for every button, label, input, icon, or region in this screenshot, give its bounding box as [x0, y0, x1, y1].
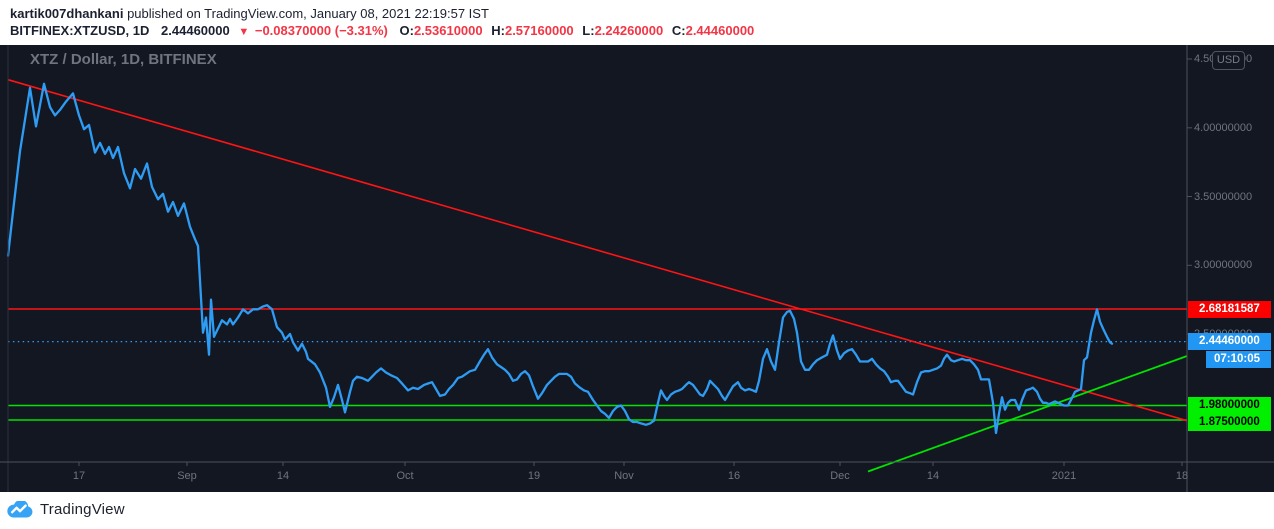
low-value: 2.24260000 — [594, 23, 664, 38]
footer: TradingView — [0, 492, 1274, 529]
y-axis-label: 4.00000000 — [1194, 121, 1253, 134]
x-axis-label: 14 — [926, 470, 940, 482]
author-link[interactable]: kartik007dhankani — [10, 6, 124, 21]
x-axis-label: 19 — [527, 470, 541, 482]
low-label: L: — [582, 23, 595, 38]
bar-countdown-badge: 07:10:05 — [1206, 351, 1271, 369]
symbol-name: BITFINEX:XTZUSD, 1D — [10, 23, 150, 38]
chart-watermark: XTZ / Dollar, 1D, BITFINEX — [30, 51, 217, 68]
tradingview-cloud-icon — [7, 501, 33, 518]
byline-text: published on TradingView.com, January 08… — [123, 6, 489, 21]
chart-canvas[interactable] — [0, 45, 1274, 492]
x-axis-label: 16 — [727, 470, 741, 482]
snapshot-header: kartik007dhankani published on TradingVi… — [0, 0, 1274, 45]
x-axis-label: 14 — [276, 470, 290, 482]
x-axis-label: 2021 — [1051, 470, 1077, 482]
alert-level-badge: 1.87500000 — [1188, 414, 1271, 431]
x-axis-label: Sep — [177, 470, 197, 482]
byline: kartik007dhankani published on TradingVi… — [10, 6, 489, 21]
alert-level-badge: 1.98000000 — [1188, 397, 1271, 414]
tradingview-brand-link[interactable]: TradingView — [7, 501, 125, 518]
alert-level-badge: 2.68181587 — [1188, 300, 1271, 318]
x-axis-label: Oct — [396, 470, 414, 482]
y-axis-label: 3.00000000 — [1194, 259, 1253, 272]
y-axis-label: 3.50000000 — [1194, 190, 1253, 203]
x-axis-label: 18 — [1175, 470, 1189, 482]
open-value: 2.53610000 — [413, 23, 483, 38]
close-label: C: — [671, 23, 686, 38]
brand-name: TradingView — [40, 501, 125, 518]
currency-toggle-button[interactable]: USD — [1212, 51, 1245, 70]
change-arrow-icon: ▼ — [238, 26, 250, 38]
x-axis-label: 17 — [72, 470, 86, 482]
x-axis-label: Nov — [614, 470, 634, 482]
current-price-badge: 2.44460000 — [1188, 333, 1271, 351]
chart-area[interactable]: XTZ / Dollar, 1D, BITFINEX 4.500000004.0… — [0, 45, 1274, 492]
price-change: −0.08370000 (−3.31%) — [254, 23, 388, 38]
high-value: 2.57160000 — [504, 23, 574, 38]
high-label: H: — [491, 23, 505, 38]
open-label: O: — [399, 23, 414, 38]
last-price: 2.44460000 — [161, 23, 230, 38]
x-axis-label: Dec — [830, 470, 850, 482]
close-value: 2.44460000 — [685, 23, 755, 38]
symbol-ohlc-bar: BITFINEX:XTZUSD, 1D 2.44460000 ▼ −0.0837… — [10, 23, 754, 38]
